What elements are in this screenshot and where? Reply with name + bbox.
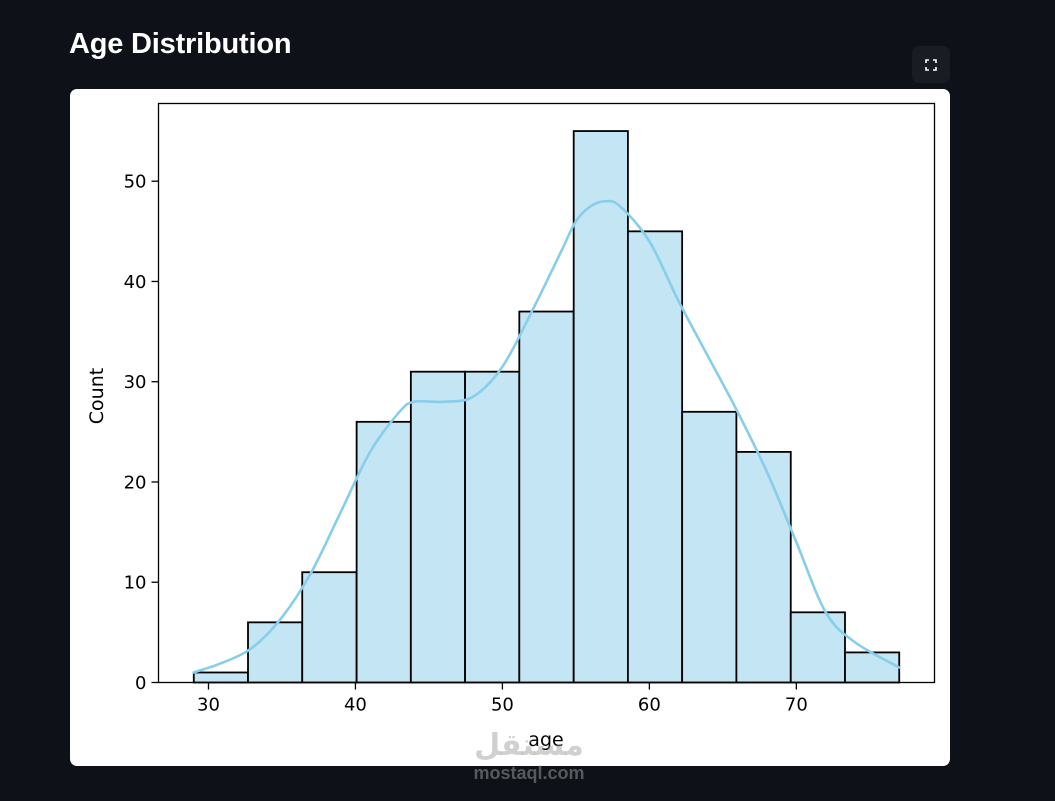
x-tick-label: 70 xyxy=(785,695,808,716)
fullscreen-icon xyxy=(925,58,937,71)
histogram-bar xyxy=(355,420,412,684)
bars-layer xyxy=(192,130,901,684)
fullscreen-button[interactable] xyxy=(912,46,950,83)
y-tick-label: 0 xyxy=(135,673,146,694)
y-axis-label: Count xyxy=(86,368,108,424)
x-tick-label: 40 xyxy=(344,695,367,716)
histogram-bar xyxy=(789,611,846,684)
histogram-bar xyxy=(844,651,901,684)
y-tick-label: 40 xyxy=(124,272,147,293)
histogram-bar xyxy=(464,370,521,684)
histogram-bar xyxy=(409,370,466,684)
watermark-text: mostaql.com xyxy=(473,763,585,783)
x-tick-label: 60 xyxy=(638,695,661,716)
histogram-bar xyxy=(192,671,249,684)
y-tick-label: 20 xyxy=(124,472,147,493)
y-tick-label: 30 xyxy=(124,372,147,393)
histogram-bar xyxy=(518,310,575,684)
x-axis: 30 40 50 60 70 xyxy=(197,682,808,716)
x-tick-label: 30 xyxy=(197,695,220,716)
y-axis: 0 10 20 30 40 50 xyxy=(124,172,159,694)
histogram-bar xyxy=(301,571,358,684)
kde-line xyxy=(192,199,901,674)
histogram-chart: 30 40 50 60 70 0 10 20 30 40 50 age Count xyxy=(86,102,936,751)
y-tick-label: 50 xyxy=(124,172,147,193)
histogram-bar xyxy=(572,130,629,684)
x-axis-label: age xyxy=(528,729,563,751)
histogram-bar xyxy=(247,621,304,684)
chart-card: 30 40 50 60 70 0 10 20 30 40 50 age Count xyxy=(70,89,950,766)
histogram-bar xyxy=(681,410,738,684)
histogram-bar xyxy=(735,451,792,684)
x-tick-label: 50 xyxy=(491,695,514,716)
histogram-bar xyxy=(627,230,684,684)
y-tick-label: 10 xyxy=(124,573,147,594)
axes-frame xyxy=(157,102,936,684)
page-title: Age Distribution xyxy=(69,28,292,60)
